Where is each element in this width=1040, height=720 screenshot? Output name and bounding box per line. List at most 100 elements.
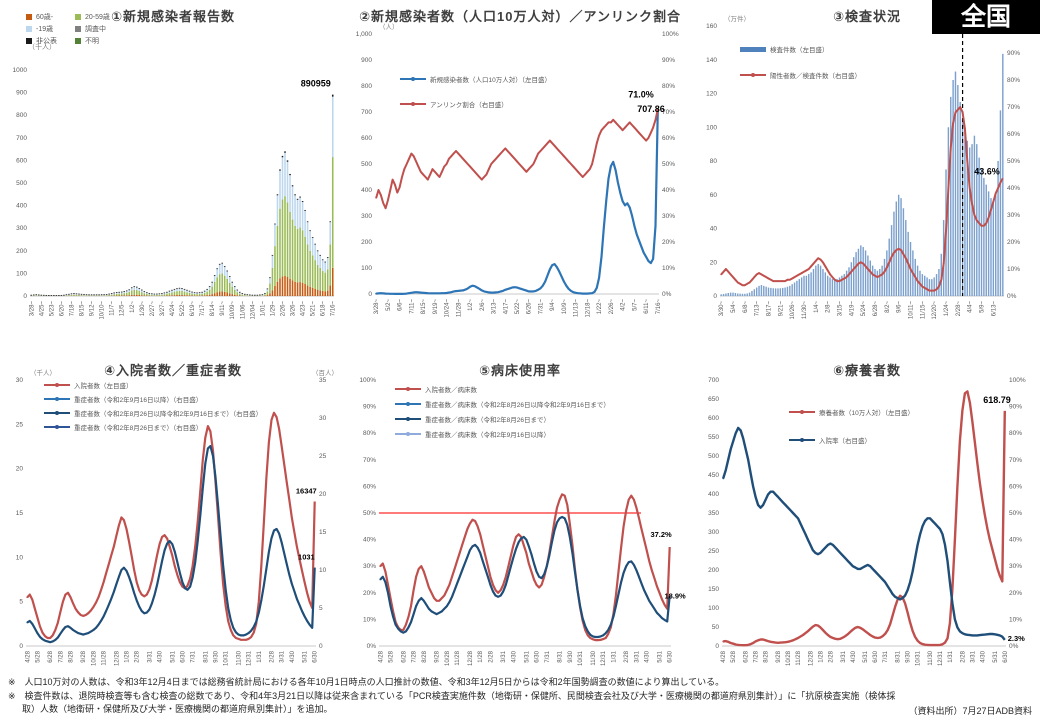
svg-text:6/28: 6/28	[48, 650, 54, 662]
svg-text:200: 200	[361, 239, 372, 246]
svg-text:2/27~: 2/27~	[150, 301, 156, 317]
chart-title-hospitalized-severe: ④入院者数／重症者数	[103, 363, 242, 378]
svg-text:707.86: 707.86	[637, 104, 665, 114]
legend-swatch	[395, 417, 421, 421]
legend-bed-occupancy: 入院者数／病床数 重症者数／病床数（令和2年8月26日以降令和2年9月16日まで）…	[395, 384, 610, 439]
svg-text:25: 25	[319, 453, 327, 460]
svg-text:80%: 80%	[662, 83, 675, 90]
svg-text:400: 400	[708, 491, 719, 498]
svg-text:400: 400	[16, 203, 27, 210]
svg-text:7/28: 7/28	[754, 650, 760, 662]
source-note: （資料出所）7月27日ADB資料	[908, 705, 1032, 716]
svg-text:10: 10	[319, 567, 327, 574]
svg-text:4/30: 4/30	[290, 650, 296, 662]
svg-text:0%: 0%	[367, 643, 377, 650]
legend-item: 新規感染者数（人口10万人対）（左目盛）	[400, 74, 551, 84]
svg-text:600: 600	[361, 135, 372, 142]
panel-cases-per-100k: ②新規感染者数（人口10万人対）／アンリンク割合 新規感染者数（人口10万人対）…	[347, 0, 693, 352]
svg-text:10%: 10%	[1007, 266, 1020, 273]
svg-text:11/30~: 11/30~	[802, 301, 808, 320]
svg-text:6/19~: 6/19~	[190, 301, 196, 317]
region-badge: 全国	[932, 0, 1040, 34]
chart-title-new-case-reports: ①新規感染者報告数	[110, 9, 235, 24]
svg-text:5/28: 5/28	[731, 650, 737, 662]
svg-text:20%: 20%	[662, 239, 675, 246]
svg-text:10/11~: 10/11~	[909, 301, 915, 320]
svg-text:0: 0	[713, 293, 717, 300]
recuperating-chart: 0 50 100 150 200 250 300 350 400 450 500 550 600 650 7…	[708, 377, 1026, 666]
svg-text:3/31: 3/31	[147, 650, 153, 662]
chart-title-cases-per-100k: ②新規感染者数（人口10万人対）／アンリンク割合	[359, 9, 681, 24]
svg-text:30%: 30%	[1009, 563, 1022, 570]
svg-text:12/28: 12/28	[468, 650, 474, 666]
svg-text:90%: 90%	[363, 404, 376, 411]
svg-text:80%: 80%	[1007, 77, 1020, 84]
svg-text:2.3%: 2.3%	[1008, 634, 1025, 643]
svg-text:6/30: 6/30	[1003, 650, 1009, 662]
svg-text:3/31: 3/31	[634, 650, 640, 662]
svg-text:20%: 20%	[363, 590, 376, 597]
svg-text:70%: 70%	[1009, 457, 1022, 464]
svg-text:8/15~: 8/15~	[421, 299, 427, 315]
panel-new-case-reports: ①新規感染者報告数 60歳- -19歳 非公表 20-59歳 調査中 不明 （千人） 0 1…	[0, 0, 346, 352]
svg-text:11/30: 11/30	[928, 650, 934, 665]
svg-text:6/8~: 6/8~	[743, 301, 749, 313]
hospitalized-severe-chart: 0 5 10 15 20 25 30 0 5 10 15 20 25 30 35 （千人） （百人） 4/28 5/…	[16, 368, 338, 666]
legend-swatch	[26, 14, 32, 20]
svg-text:9/11~: 9/11~	[220, 301, 226, 316]
svg-text:100: 100	[706, 124, 717, 131]
svg-text:5/2~: 5/2~	[386, 299, 392, 311]
svg-text:7/31: 7/31	[883, 650, 889, 662]
svg-text:8/28: 8/28	[422, 650, 428, 662]
svg-text:650: 650	[708, 396, 719, 403]
svg-text:1/31: 1/31	[257, 650, 263, 662]
svg-text:30%: 30%	[363, 563, 376, 570]
svg-text:350: 350	[708, 510, 719, 517]
svg-text:3/27~: 3/27~	[160, 301, 166, 317]
svg-text:40%: 40%	[1007, 185, 1020, 192]
svg-text:4/30: 4/30	[158, 650, 164, 662]
svg-text:3/26~: 3/26~	[291, 301, 297, 317]
legend-swatch	[400, 102, 426, 106]
legend-hospitalized-severe: 入院者数（左目盛） 重症者数（令和2年9月16日以降）（右目盛） 重症者数（令和2年…	[44, 380, 262, 432]
svg-text:9/28: 9/28	[435, 650, 441, 662]
svg-text:8/28: 8/28	[764, 650, 770, 662]
svg-text:90%: 90%	[662, 57, 675, 64]
legend-item: 入院者数（左目盛）	[44, 380, 262, 390]
svg-text:1/28: 1/28	[478, 650, 484, 662]
svg-text:20: 20	[710, 259, 718, 266]
svg-text:3/15~: 3/15~	[838, 301, 844, 317]
svg-text:1000: 1000	[13, 67, 28, 74]
svg-text:3/31: 3/31	[280, 650, 286, 662]
svg-text:10/31: 10/31	[224, 650, 230, 666]
svg-text:1/22~: 1/22~	[597, 299, 603, 315]
svg-text:500: 500	[361, 161, 372, 168]
svg-text:5/9~: 5/9~	[980, 301, 986, 313]
svg-text:30: 30	[16, 377, 24, 384]
legend-item: 療養者数（10万人対）（左目盛）	[789, 407, 914, 417]
chart-title-recuperating: ⑥療養者数	[832, 363, 901, 378]
svg-text:10/28: 10/28	[445, 650, 451, 666]
svg-text:0: 0	[368, 291, 372, 298]
svg-text:0: 0	[23, 293, 27, 300]
footnotes: ※ 人口10万対の人数は、令和3年12月4日までは総務省統計局における各年10月…	[8, 676, 908, 717]
svg-text:9/30: 9/30	[568, 650, 574, 662]
svg-text:60: 60	[710, 192, 718, 199]
svg-text:0%: 0%	[1007, 293, 1017, 300]
svg-text:100%: 100%	[1009, 377, 1026, 384]
svg-text:4/30: 4/30	[645, 650, 651, 662]
svg-text:5/22~: 5/22~	[515, 299, 521, 315]
legend-swatch	[789, 438, 815, 442]
legend-swatch	[395, 387, 421, 391]
svg-text:2/28~: 2/28~	[956, 301, 962, 317]
svg-text:250: 250	[708, 548, 719, 555]
svg-text:（千人）: （千人）	[30, 368, 56, 377]
svg-text:80%: 80%	[363, 430, 376, 437]
legend-item: 調査中	[75, 24, 110, 34]
svg-text:550: 550	[708, 434, 719, 441]
svg-text:11/13~: 11/13~	[574, 299, 580, 318]
svg-text:9/30: 9/30	[214, 650, 220, 662]
svg-text:5/23~: 5/23~	[49, 301, 55, 317]
svg-text:4/2~: 4/2~	[621, 299, 627, 311]
svg-text:600: 600	[708, 415, 719, 422]
